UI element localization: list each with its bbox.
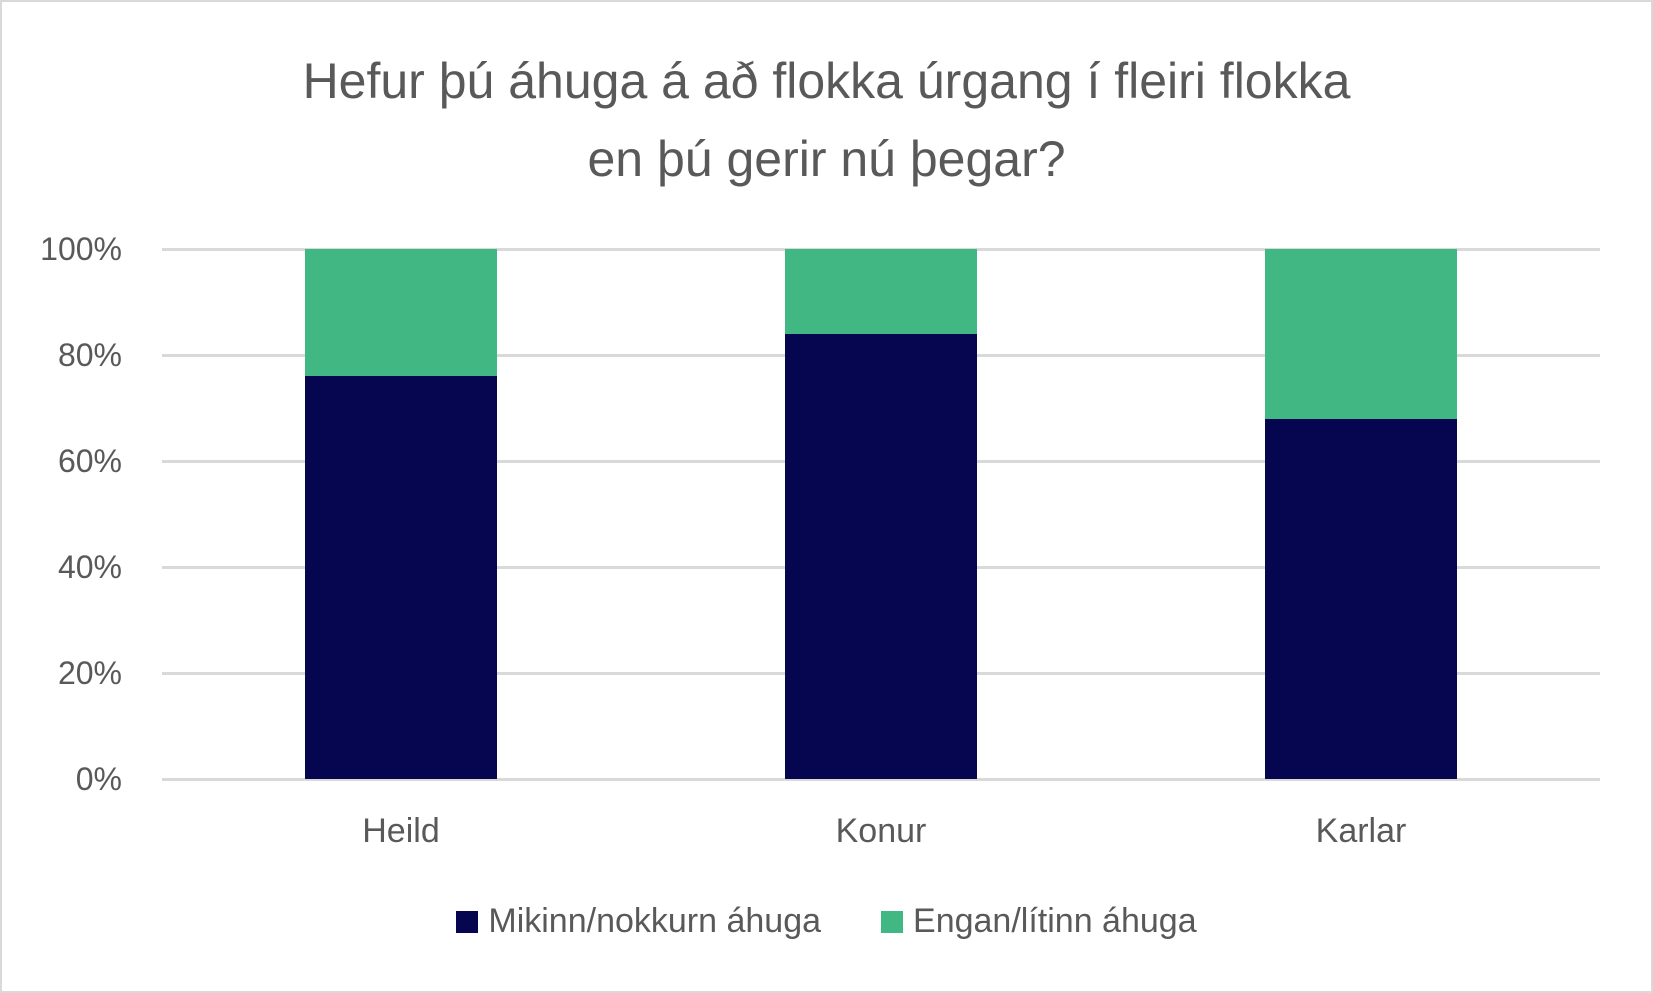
- bar-segment-1: [1265, 418, 1457, 779]
- y-tick-label: 40%: [57, 549, 122, 585]
- bar-segment-2: [785, 249, 977, 334]
- y-tick-label: 0%: [75, 761, 122, 797]
- y-tick-label: 60%: [57, 443, 122, 479]
- x-tick-label: Karlar: [1315, 812, 1407, 850]
- y-tick-label: 100%: [40, 231, 122, 267]
- legend-item-series-2: Engan/lítinn áhuga: [881, 902, 1197, 941]
- bar-segment-2: [1265, 249, 1457, 419]
- bar-karlar: [1265, 249, 1457, 779]
- legend-swatch-green: [881, 910, 904, 933]
- legend-swatch-navy: [456, 910, 479, 933]
- legend-label: Engan/lítinn áhuga: [913, 902, 1197, 940]
- x-tick-label: Konur: [835, 812, 927, 850]
- gridline: [162, 778, 1600, 781]
- y-tick-label: 80%: [57, 337, 122, 373]
- chart-title-line-1: Hefur þú áhuga á að flokka úrgang í flei…: [302, 53, 1351, 109]
- bar-segment-1: [305, 376, 497, 779]
- bar-segment-2: [305, 249, 497, 377]
- legend-label: Mikinn/nokkurn áhuga: [488, 902, 822, 940]
- chart-title: Hefur þú áhuga á að flokka úrgang í flei…: [0, 42, 1653, 198]
- bar-heild: [305, 249, 497, 779]
- bar-segment-1: [785, 333, 977, 779]
- bar-konur: [785, 249, 977, 779]
- legend: Mikinn/nokkurn áhuga Engan/lítinn áhuga: [0, 902, 1653, 941]
- legend-item-series-1: Mikinn/nokkurn áhuga: [456, 902, 821, 941]
- y-tick-label: 20%: [57, 655, 122, 691]
- chart-title-line-2: en þú gerir nú þegar?: [587, 131, 1066, 187]
- x-tick-label: Heild: [362, 812, 440, 850]
